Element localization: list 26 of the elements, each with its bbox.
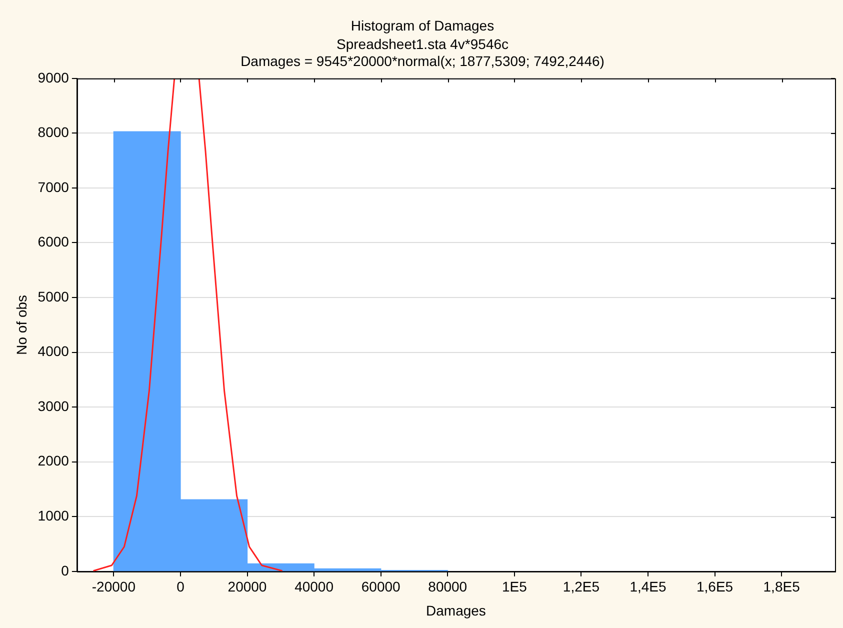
text: Damages = 9545*20000*normal(x; 1877,5309; 7492,2446): [240, 52, 604, 69]
x-tick-label: 1,2E5: [562, 578, 600, 595]
chart-title: Histogram of Damages: [350, 17, 494, 34]
x-tick-label: 1E5: [502, 578, 528, 595]
y-tick-label: 8000: [38, 124, 70, 140]
y-tick-label: 7000: [38, 178, 70, 195]
y-tick-label: 4000: [38, 343, 70, 360]
x-axis-title: Damages: [426, 602, 486, 618]
y-tick-label: 0: [61, 562, 70, 578]
x-tick-label: 1,6E5: [696, 578, 734, 595]
y-tick-label: 9000: [38, 69, 70, 86]
y-tick-label: 3000: [38, 398, 70, 414]
x-tick-label: 1,4E5: [630, 578, 666, 595]
x-tick-label: 60000: [361, 578, 401, 595]
chart-subtitle: Spreadsheet1.sta 4v*9546c: [336, 36, 509, 52]
y-tick-label: 2000: [38, 452, 70, 469]
x-tick-label: 0: [176, 578, 185, 595]
y-axis-title: No of obs: [13, 294, 30, 355]
x-tick-label: 20000: [228, 578, 267, 595]
x-tick-label: 80000: [428, 578, 468, 595]
x-tick-label: 40000: [294, 578, 334, 595]
y-tick-label: 1000: [38, 507, 70, 524]
x-tick-label: -20000: [92, 578, 136, 595]
y-tick-label: 5000: [38, 288, 70, 304]
x-tick-label: 1,8E5: [763, 578, 800, 595]
y-tick-label: 6000: [38, 234, 70, 250]
